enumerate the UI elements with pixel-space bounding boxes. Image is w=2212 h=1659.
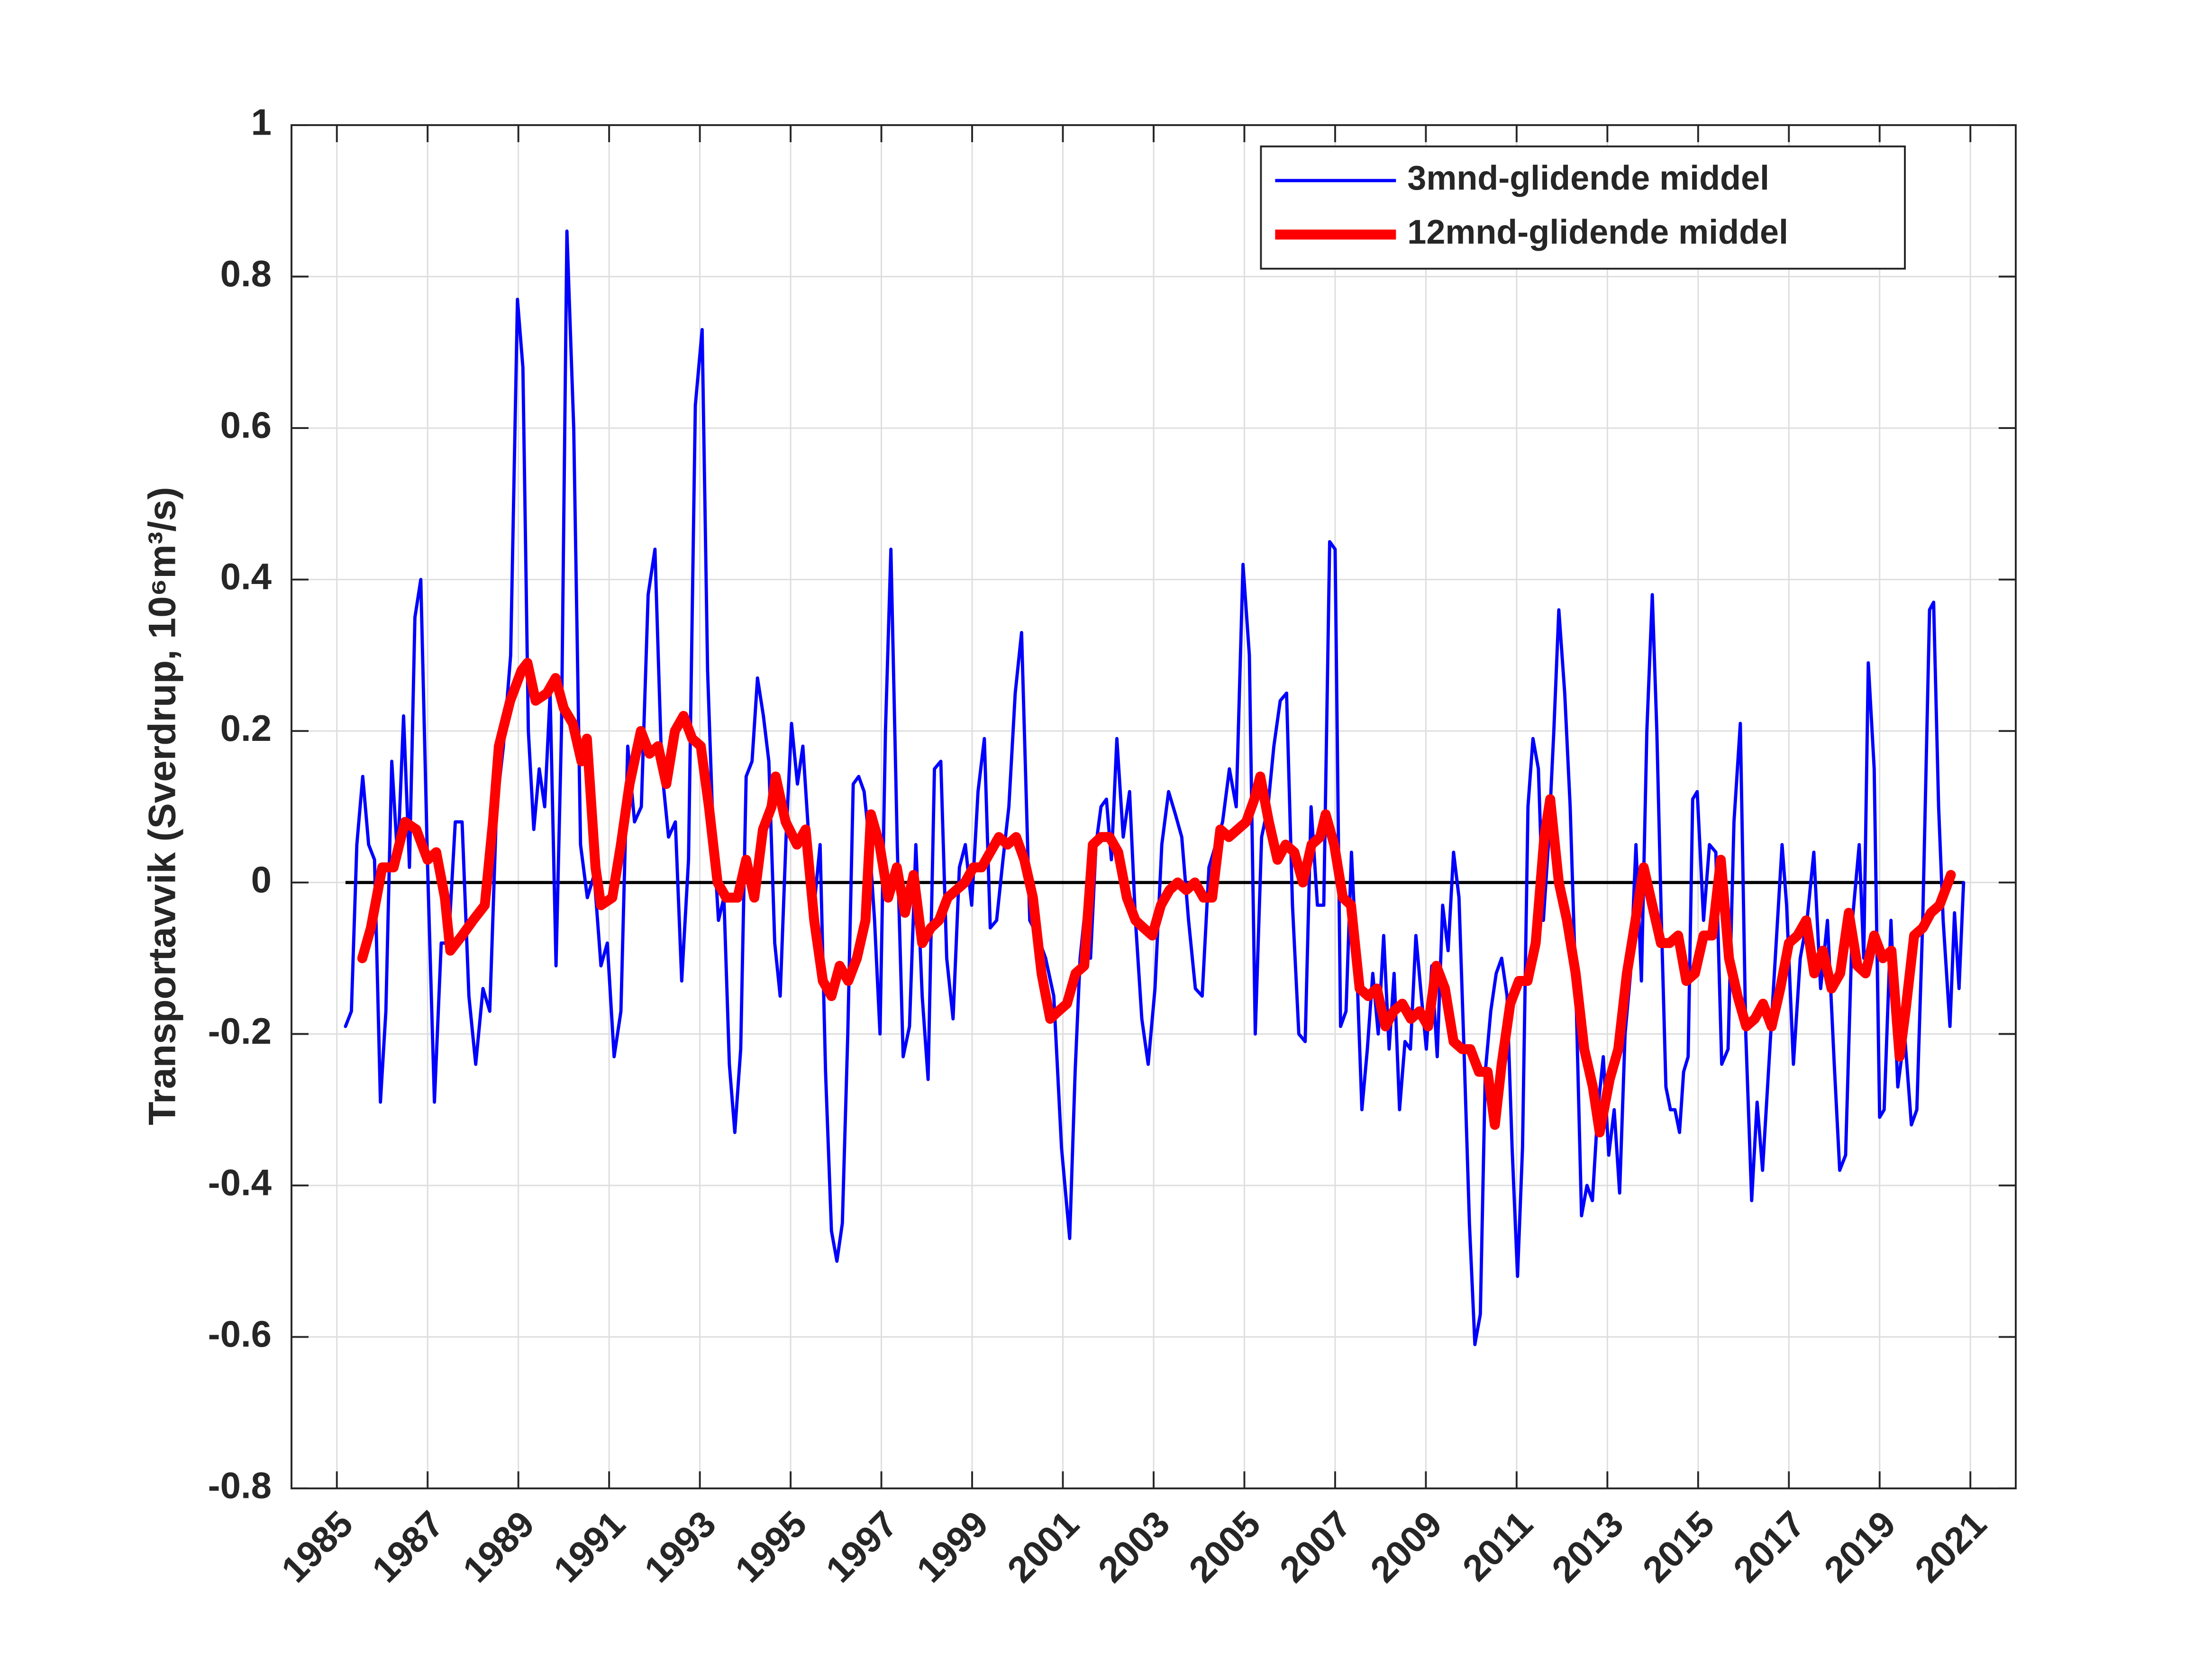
series-line bbox=[357, 657, 1956, 1138]
legend-box bbox=[1260, 145, 1906, 270]
y-tick-label: 1 bbox=[251, 101, 272, 143]
y-tick-label: -0.8 bbox=[208, 1465, 272, 1506]
y-axis-label: Transportavvik (Sverdrup, 10⁶m³/s) bbox=[141, 487, 183, 1125]
y-tick-label: 0.4 bbox=[220, 556, 272, 597]
y-tick-label: -0.2 bbox=[208, 1010, 272, 1052]
y-tick-label: 0 bbox=[251, 858, 272, 900]
legend-label: 3mnd-glidende middel bbox=[1407, 159, 1769, 197]
y-tick-label: 0.2 bbox=[220, 707, 272, 749]
legend: 3mnd-glidende middel 12mnd-glidende midde… bbox=[1260, 145, 1906, 270]
y-tick-label: 0.8 bbox=[220, 253, 272, 294]
plot-area bbox=[344, 229, 1966, 1346]
y-tick-label: -0.4 bbox=[208, 1162, 272, 1203]
y-tick-label: 0.6 bbox=[220, 404, 272, 446]
legend-label: 12mnd-glidende middel bbox=[1407, 213, 1788, 251]
y-tick-label: -0.6 bbox=[208, 1313, 272, 1355]
